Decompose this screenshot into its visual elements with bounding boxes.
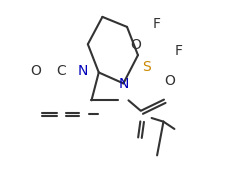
Text: O: O: [30, 64, 41, 78]
Text: S: S: [142, 60, 150, 74]
Text: F: F: [175, 44, 183, 58]
Text: C: C: [57, 64, 66, 78]
Text: N: N: [78, 64, 88, 78]
Text: O: O: [165, 74, 175, 88]
Text: F: F: [153, 17, 161, 31]
Text: N: N: [118, 77, 128, 91]
Text: O: O: [130, 38, 141, 52]
